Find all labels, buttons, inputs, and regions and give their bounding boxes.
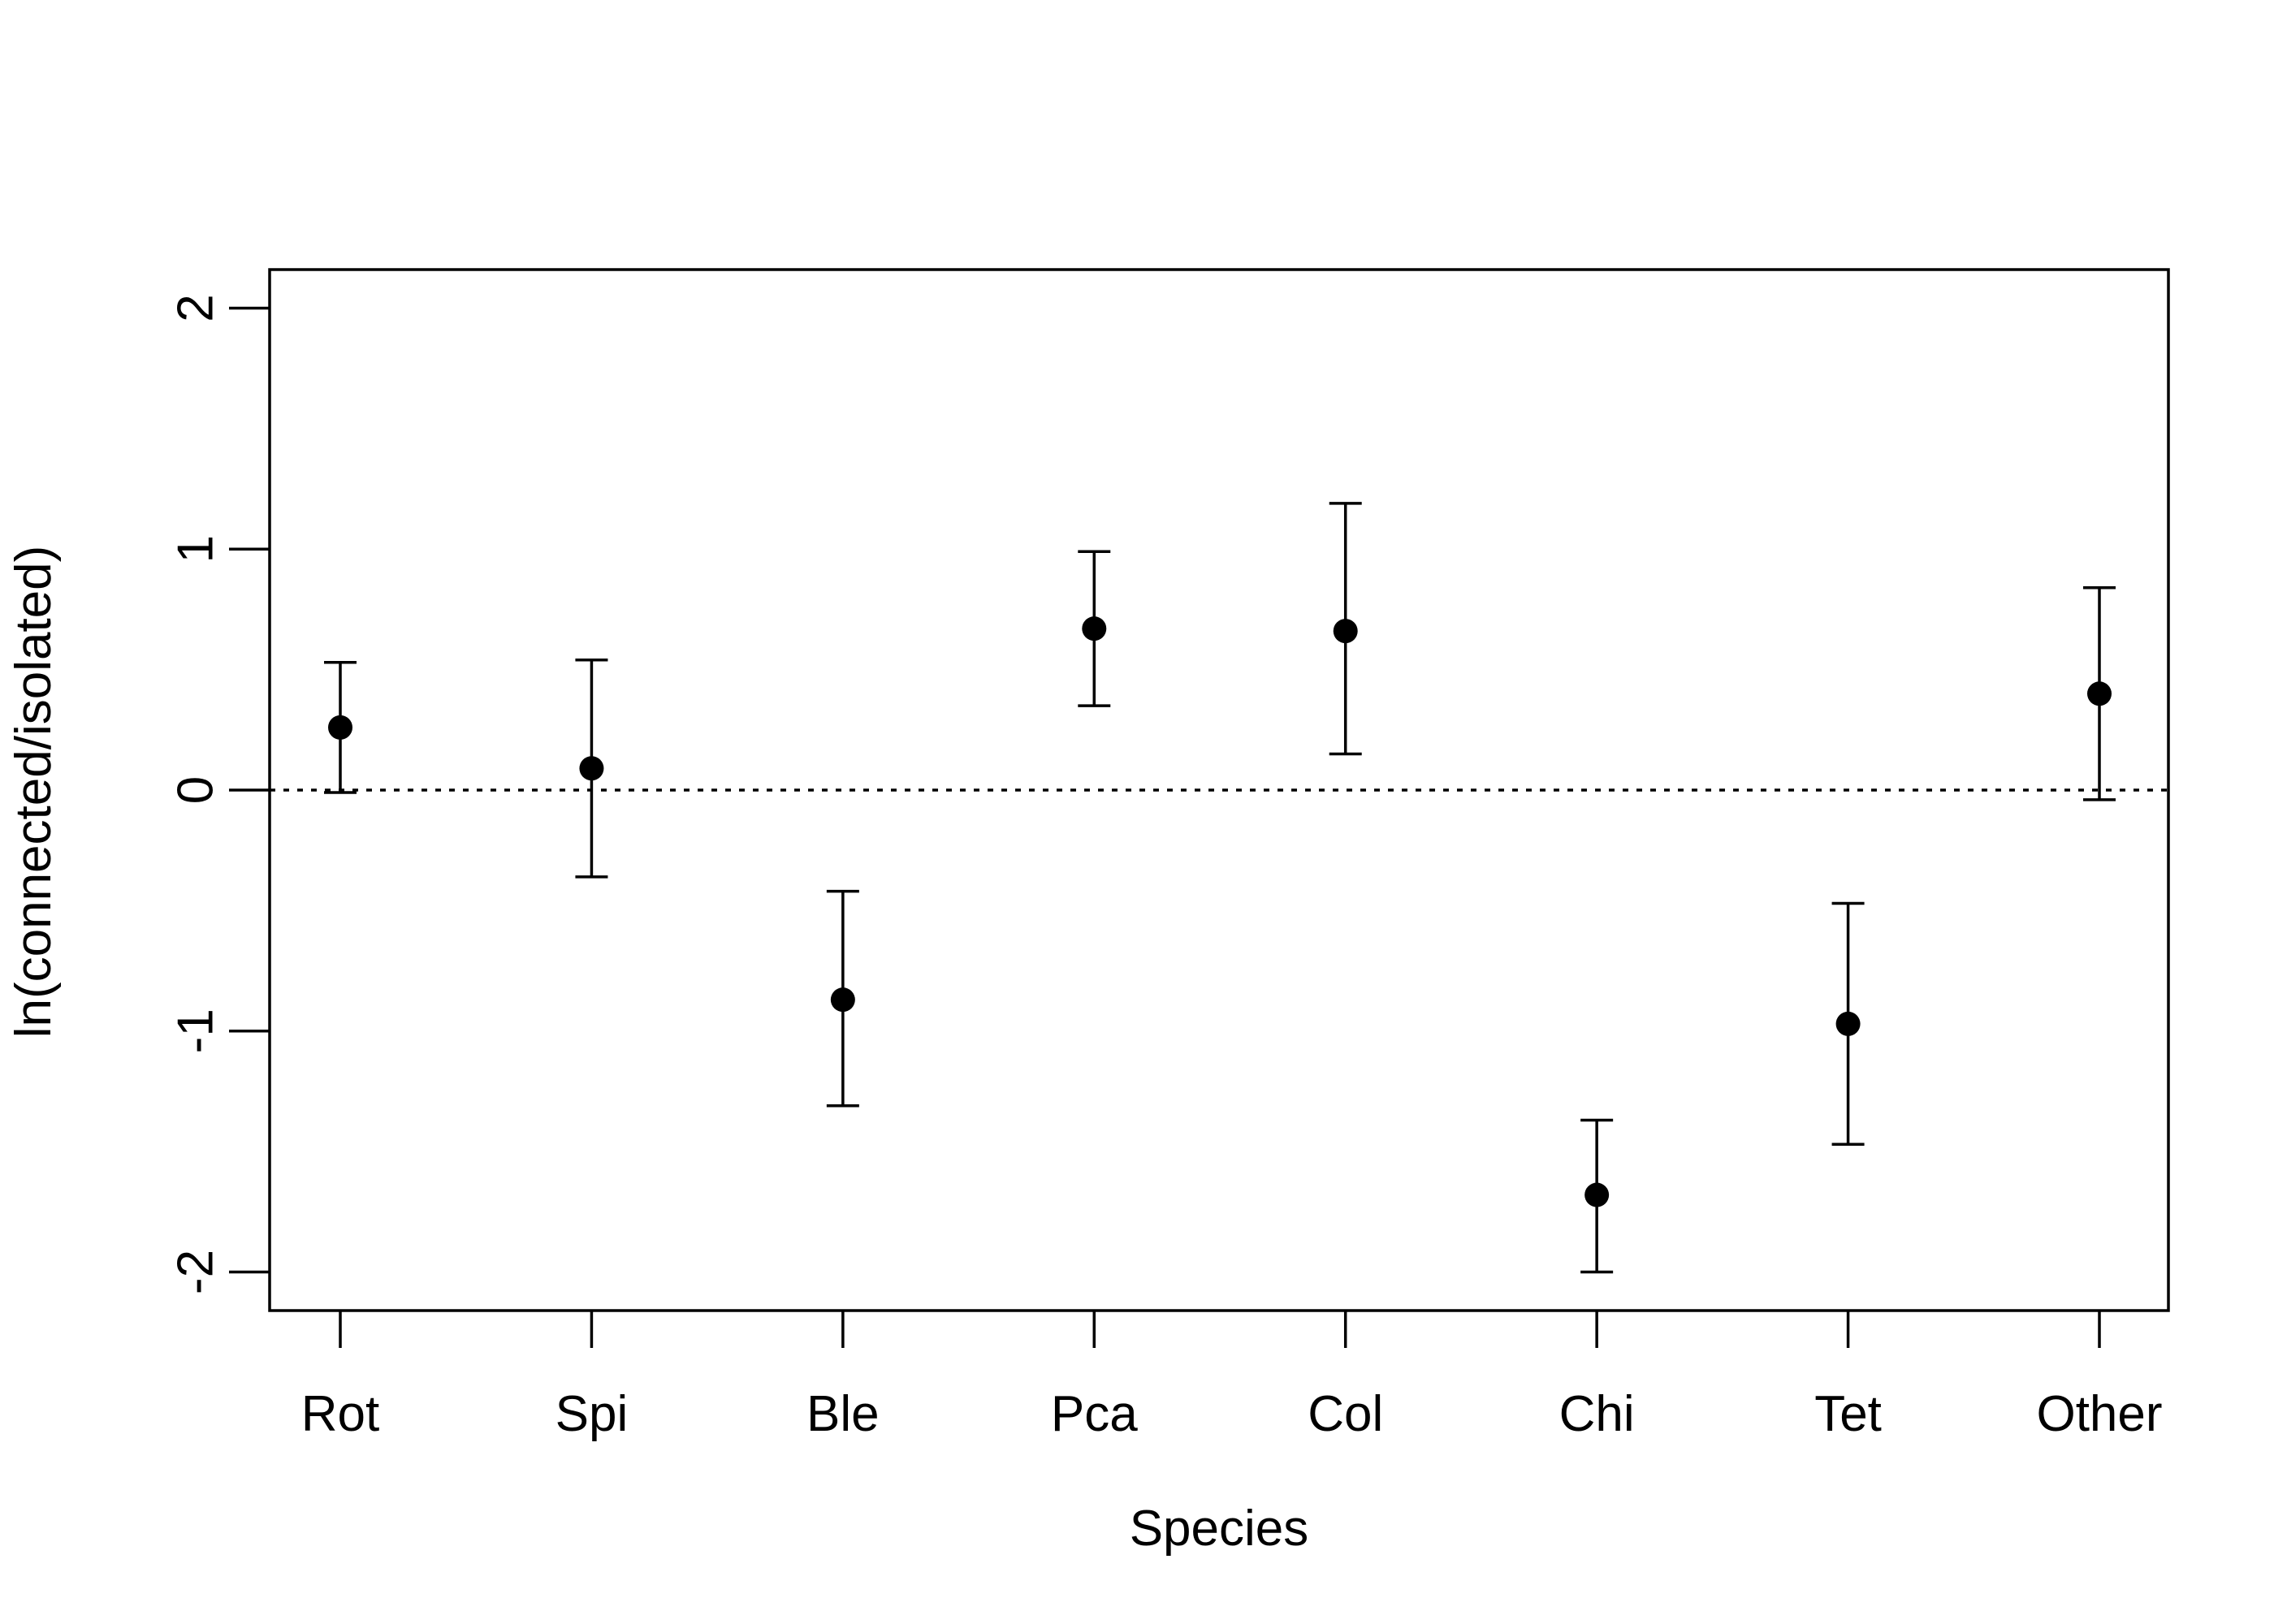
error-bar-group xyxy=(1580,1118,1614,1274)
x-tick-label: Other xyxy=(2036,1386,2162,1442)
error-bar-group xyxy=(575,659,608,879)
x-tick-label: Pca xyxy=(1051,1386,1138,1442)
x-tick-label: Ble xyxy=(806,1386,880,1442)
y-axis: -2 -1 0 1 2 xyxy=(168,294,270,1294)
y-tick-label: -2 xyxy=(168,1250,224,1294)
y-tick-label: 1 xyxy=(168,535,224,563)
error-bar-group xyxy=(1329,502,1362,756)
y-tick-label: 0 xyxy=(168,776,224,804)
data-point xyxy=(1835,1011,1861,1036)
x-axis: Rot Spi Ble Pca Col Chi Tet Other xyxy=(301,1311,2163,1442)
error-bar-group xyxy=(1078,550,1111,707)
data-marks xyxy=(324,502,2116,1274)
y-axis-title: ln(connected/isolated) xyxy=(6,546,62,1039)
error-bar-group xyxy=(324,660,357,794)
plot-frame xyxy=(268,268,2170,1312)
y-tick-label: 2 xyxy=(168,294,224,322)
data-point xyxy=(1333,619,1358,644)
x-tick-label: Chi xyxy=(1559,1386,1635,1442)
data-point xyxy=(1584,1182,1610,1207)
x-tick-label: Tet xyxy=(1814,1386,1882,1442)
x-tick-label: Col xyxy=(1308,1386,1383,1442)
data-point xyxy=(2087,681,2112,706)
data-point xyxy=(1082,616,1107,641)
data-point xyxy=(830,987,855,1013)
error-bar-group xyxy=(1831,901,1865,1146)
data-point xyxy=(328,715,352,740)
x-tick-label: Spi xyxy=(556,1386,629,1442)
x-tick-label: Rot xyxy=(301,1386,379,1442)
y-tick-label: -1 xyxy=(168,1009,224,1053)
error-bar-group xyxy=(826,889,859,1108)
error-bar-group xyxy=(2083,585,2116,801)
x-axis-title: Species xyxy=(1130,1501,1309,1557)
data-point xyxy=(579,756,604,781)
